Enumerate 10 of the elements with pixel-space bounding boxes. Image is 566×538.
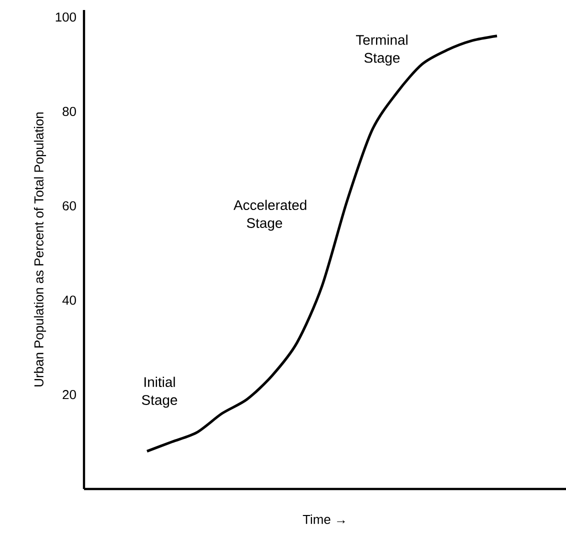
annotation: Initial Stage xyxy=(142,376,178,408)
y-tick-label: 40 xyxy=(62,296,76,305)
y-tick-label: 80 xyxy=(62,106,76,116)
y-axis-title: Urban Population as Percent of Total Population xyxy=(34,112,46,386)
annotation: Terminal Stage xyxy=(356,34,408,66)
y-tick-label: 20 xyxy=(62,390,76,400)
y-tick-label: 60 xyxy=(62,201,76,210)
annotation: Accelerated Stage xyxy=(234,200,306,231)
y-tick-label: 100 xyxy=(56,12,76,22)
x-axis-title: Time → xyxy=(302,514,345,524)
